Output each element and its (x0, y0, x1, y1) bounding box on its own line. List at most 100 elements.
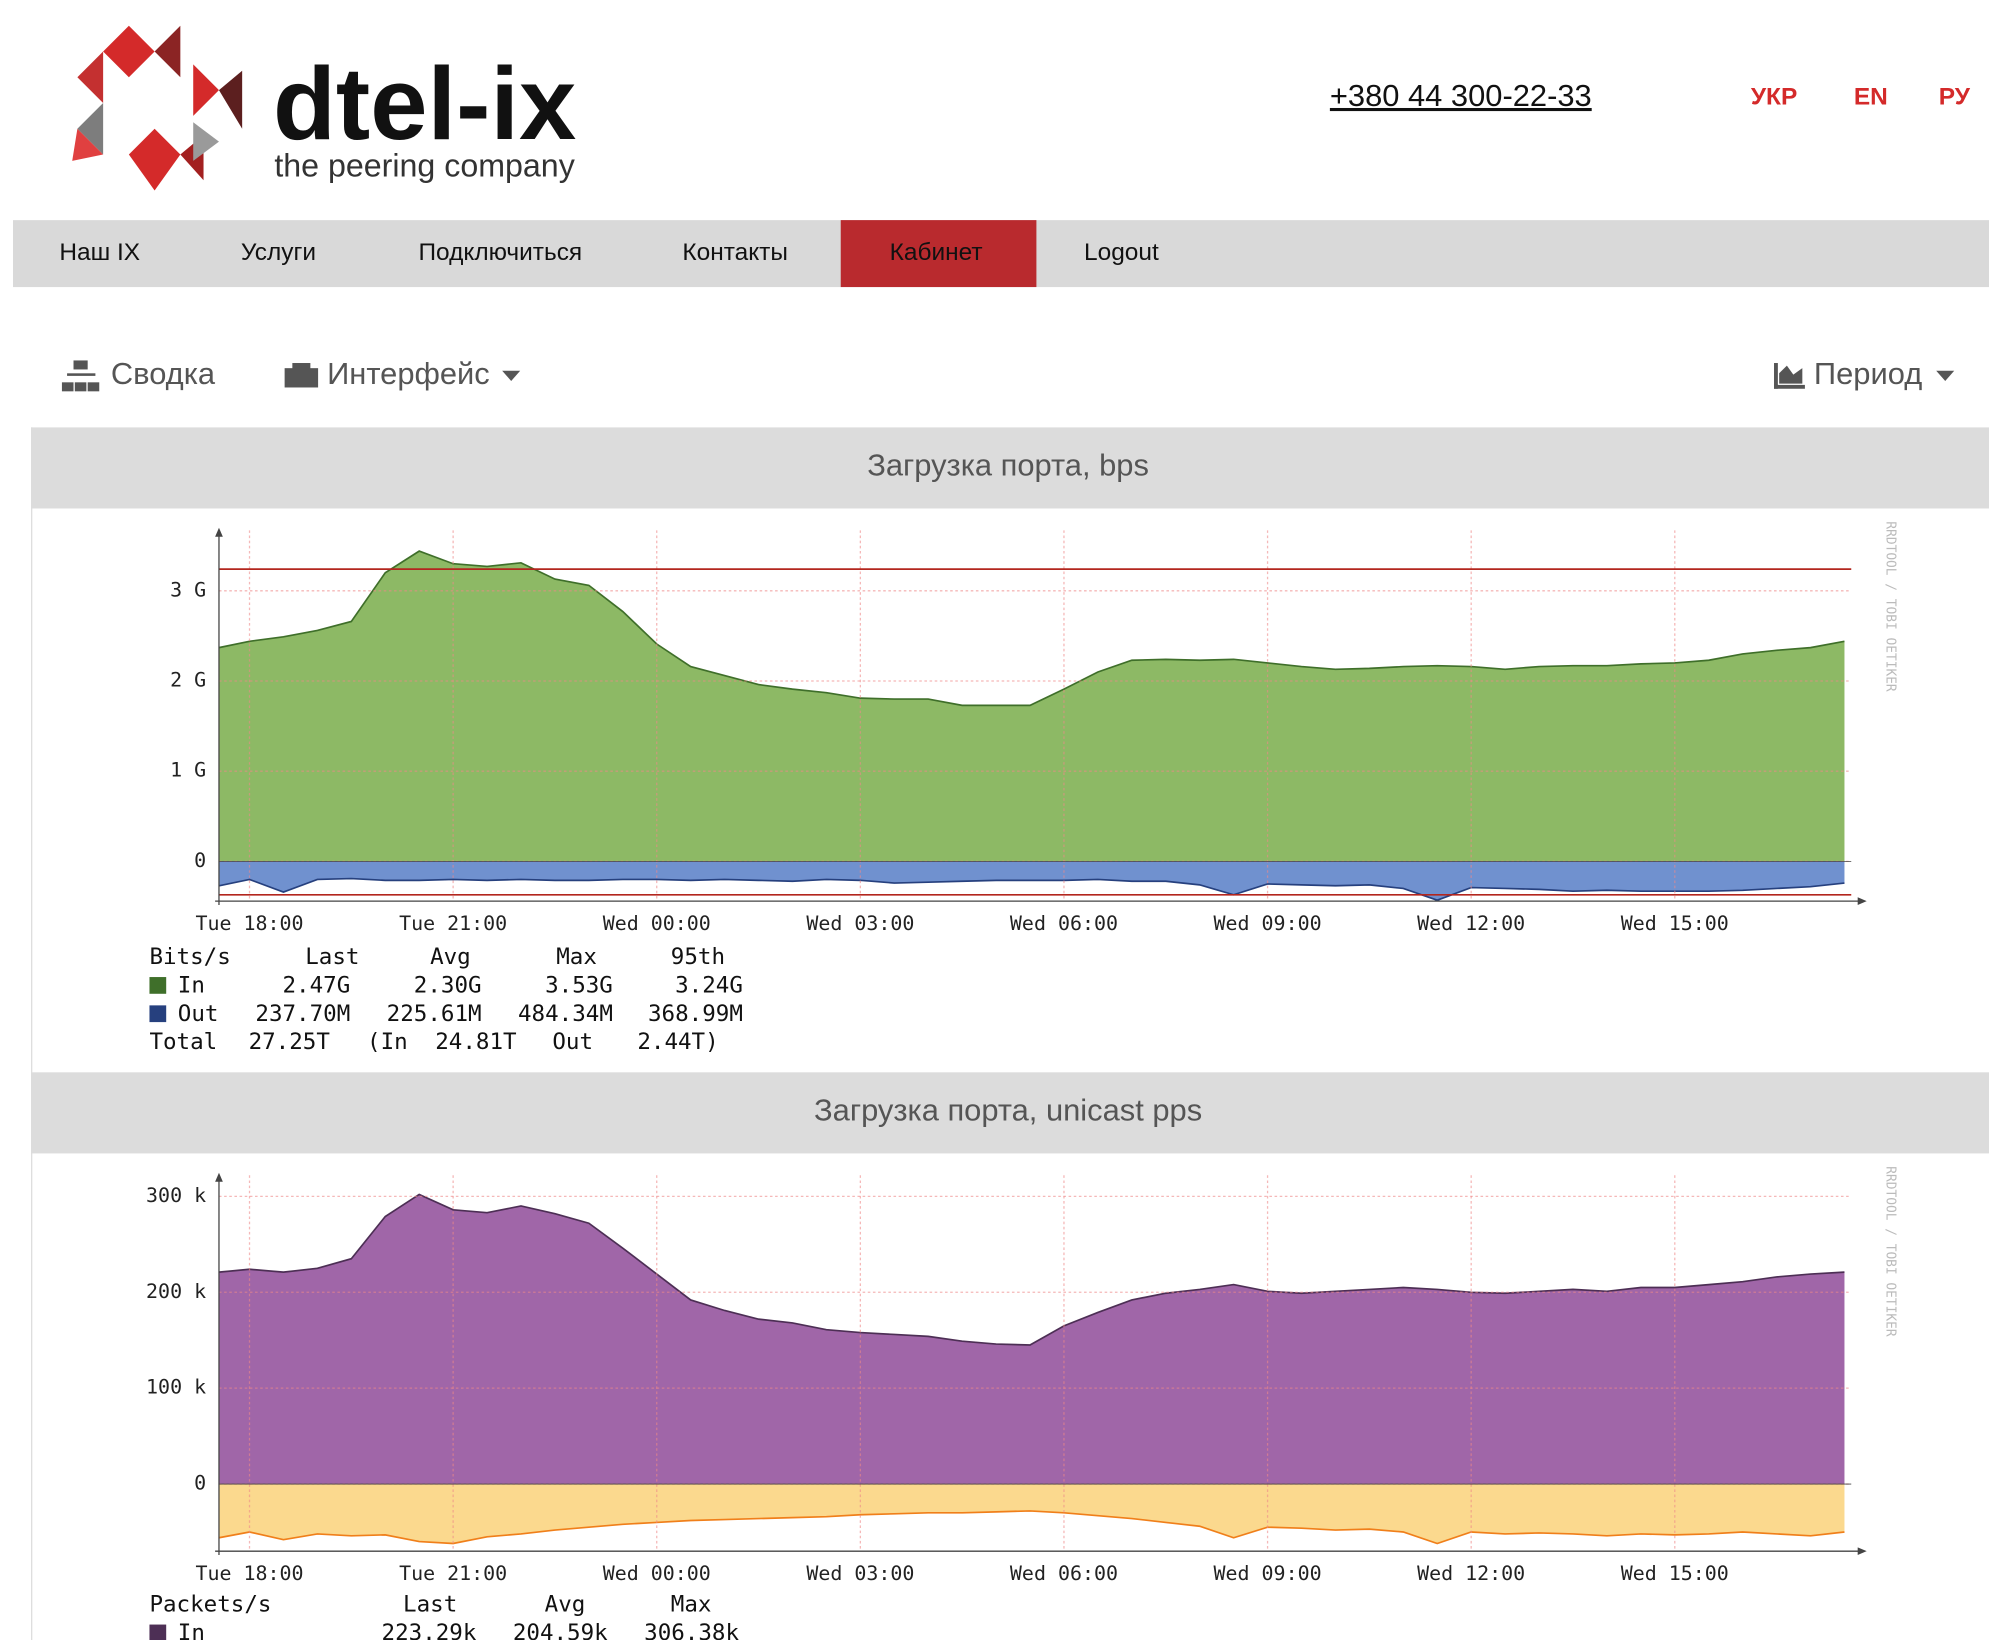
toolbar: Сводка Интерфейс Период (61, 356, 1955, 392)
legend-total: Out (552, 1029, 593, 1055)
section-title: Загрузка порта, unicast pps (814, 1092, 1202, 1127)
logo-shape (128, 128, 181, 191)
legend-total: (In (367, 1029, 408, 1055)
nav-active (840, 220, 1037, 288)
logo-shape (193, 64, 219, 116)
nav-menu: Наш IX Услуги Подключиться Контакты Кабинет L… (59, 220, 1159, 288)
x-tick-label: Wed 12:00 (1417, 911, 1525, 935)
summary-tab[interactable]: Сводка (111, 356, 216, 391)
area-line (218, 877, 1845, 902)
nav-item[interactable]: Подключиться (419, 239, 583, 266)
icon-part (1774, 363, 1778, 389)
y-tick-label: 2 G (170, 668, 206, 692)
y-tick-label: 300 k (146, 1183, 206, 1207)
legend-header: Bits/s (149, 944, 230, 970)
legend-header: 95th (671, 944, 725, 970)
legend-value: 484.34M (518, 1001, 613, 1027)
y-tick-label: 200 k (146, 1279, 206, 1303)
language-link[interactable]: УКР (1751, 83, 1797, 110)
x-tick-label: Tue 21:00 (399, 911, 507, 935)
legend-value: 2.30G (414, 973, 482, 999)
legend-header: Last (305, 944, 359, 970)
logo-shape (77, 51, 104, 103)
logo-text: dtel-ix (273, 46, 576, 161)
logo-shape (154, 25, 181, 78)
language-link[interactable]: РУ (1939, 83, 1971, 110)
phone-link[interactable]: +380 44 300-22-33 (1330, 78, 1592, 113)
area-line (218, 1510, 1845, 1545)
legend-total: 24.81T (435, 1029, 517, 1055)
x-tick-label: Tue 21:00 (399, 1561, 507, 1585)
nav-item[interactable]: Услуги (241, 239, 316, 266)
legend-header: Packets/s (149, 1592, 271, 1618)
x-tick-label: Wed 15:00 (1621, 1561, 1729, 1585)
logo-shape (103, 25, 155, 78)
legend-header: Avg (430, 944, 471, 970)
legend-name: In (178, 973, 205, 999)
legend-value: 204.59k (513, 1620, 608, 1640)
legend-value: 3.53G (545, 973, 613, 999)
area (218, 861, 1845, 901)
legend-name: In (178, 1620, 205, 1640)
icon-part (292, 363, 311, 370)
legend-value: 2.47G (282, 973, 350, 999)
icon-part (67, 373, 96, 376)
watermark: RRDTOOL / TOBI OETIKER (1882, 521, 1897, 692)
x-tick-label: Wed 00:00 (603, 1561, 711, 1585)
nav-item[interactable]: Logout (1084, 239, 1159, 266)
logo-shape (218, 70, 243, 129)
x-tick-label: Wed 06:00 (1010, 1561, 1118, 1585)
legend-value: 3.24G (675, 973, 743, 999)
legend-total: 27.25T (249, 1029, 331, 1055)
x-axis-arrow (1857, 1547, 1867, 1556)
section-header (31, 427, 1989, 509)
language-link[interactable]: EN (1854, 83, 1888, 110)
legend-swatch (149, 1624, 167, 1640)
y-axis-arrow (215, 527, 223, 537)
nav-item[interactable]: Наш IX (59, 239, 140, 266)
x-tick-label: Tue 18:00 (196, 911, 304, 935)
x-tick-label: Wed 03:00 (806, 1561, 914, 1585)
interface-icon (284, 363, 319, 388)
x-tick-label: Wed 09:00 (1214, 1561, 1322, 1585)
x-tick-label: Tue 18:00 (196, 1561, 304, 1585)
legend-value: 368.99M (648, 1001, 743, 1027)
area (218, 1484, 1845, 1544)
legend-header: Max (671, 1592, 712, 1618)
period-dropdown[interactable]: Период (1814, 356, 1922, 391)
interface-dropdown[interactable]: Интерфейс (327, 356, 490, 391)
x-axis-arrow (1857, 897, 1867, 905)
legend-header: Max (556, 944, 597, 970)
icon-part (87, 382, 100, 392)
legend-value: 223.29k (382, 1620, 477, 1640)
legend-value: 225.61M (387, 1001, 482, 1027)
icon-part (284, 368, 319, 388)
x-tick-label: Wed 15:00 (1621, 911, 1729, 935)
area-line (218, 1193, 1845, 1346)
legend-value: 306.38k (644, 1620, 739, 1640)
legend-swatch (149, 977, 167, 994)
icon-part (1774, 384, 1805, 389)
y-tick-label: 1 G (170, 758, 206, 782)
legend-name: Out (178, 1001, 219, 1027)
language-switcher: УКР EN РУ (1751, 83, 1971, 110)
legend-total: Total (149, 1029, 217, 1055)
area (218, 1194, 1845, 1485)
caret (502, 370, 521, 382)
nav-item[interactable]: Контакты (682, 239, 788, 266)
section-title: Загрузка порта, bps (867, 447, 1149, 482)
icon-part (73, 360, 88, 370)
y-tick-label: 100 k (146, 1375, 206, 1399)
logo: dtel-ix the peering company (72, 25, 576, 191)
icon-part (61, 382, 74, 392)
logo-shape (77, 102, 104, 155)
y-axis-arrow (215, 1172, 223, 1182)
area-line (218, 550, 1845, 707)
caret (1936, 370, 1955, 382)
legend-header: Last (403, 1592, 457, 1618)
x-tick-label: Wed 06:00 (1010, 911, 1118, 935)
nav-item[interactable]: Кабинет (890, 239, 983, 266)
logo-tagline: the peering company (274, 147, 575, 183)
